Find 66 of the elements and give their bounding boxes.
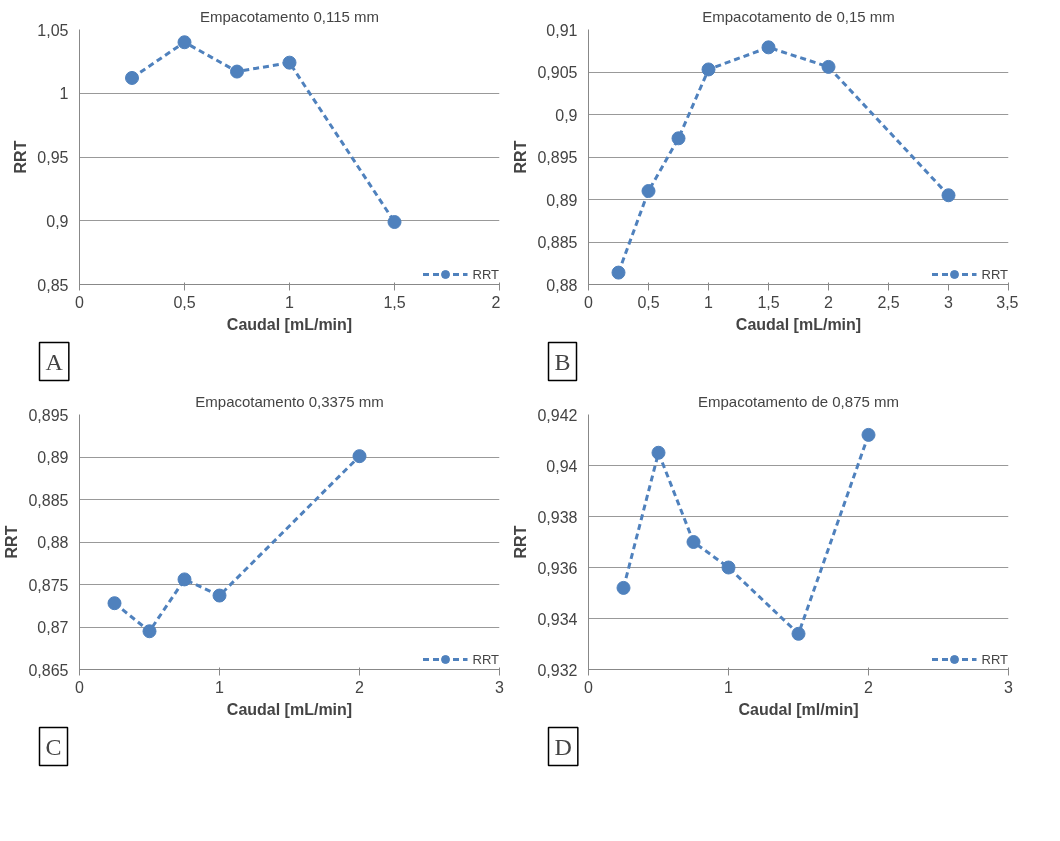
y-tick-label: 0,88 bbox=[546, 276, 578, 294]
y-tick-label: 0,89 bbox=[37, 449, 69, 466]
x-tick-label: 3 bbox=[944, 293, 954, 311]
y-tick-label: 0,865 bbox=[28, 661, 69, 679]
x-tick-label: 0 bbox=[584, 293, 594, 311]
x-tick-label: 1,5 bbox=[757, 293, 780, 311]
y-tick-label: 0,95 bbox=[37, 149, 69, 166]
x-tick-label: 0 bbox=[584, 678, 594, 696]
x-tick-label: 2 bbox=[491, 293, 501, 311]
x-axis-title: Caudal [mL/min] bbox=[226, 315, 353, 333]
chart-title: Empacotamento de 0,15 mm bbox=[702, 7, 895, 25]
legend-label: RRT bbox=[981, 266, 1008, 282]
text: B bbox=[554, 348, 571, 375]
x-tick-label: 1 bbox=[215, 678, 225, 696]
chart-title: Empacotamento 0,115 mm bbox=[200, 7, 379, 25]
chart-title: Empacotamento de 0,875 mm bbox=[698, 392, 899, 410]
chart-title: Empacotamento 0,3375 mm bbox=[195, 392, 384, 410]
y-tick-label: 0,85 bbox=[37, 276, 69, 294]
y-tick-label: 0,905 bbox=[537, 64, 578, 81]
x-tick-label: 0,5 bbox=[637, 293, 660, 311]
y-tick-label: 1,05 bbox=[37, 21, 69, 39]
y-tick-label: 0,895 bbox=[28, 406, 69, 424]
y-tick-label: 0,9 bbox=[555, 106, 578, 124]
x-axis-title: Caudal [mL/min] bbox=[735, 315, 862, 333]
x-axis-title: Caudal [ml/min] bbox=[738, 700, 859, 718]
text: C bbox=[45, 733, 62, 760]
y-tick-label: 0,934 bbox=[537, 610, 578, 628]
x-tick-label: 3 bbox=[1004, 678, 1014, 696]
x-tick-label: 3,5 bbox=[996, 293, 1019, 311]
x-tick-label: 1 bbox=[285, 293, 295, 311]
y-tick-label: 0,895 bbox=[537, 149, 578, 166]
x-tick-label: 3 bbox=[495, 678, 505, 696]
x-tick-label: 2,5 bbox=[877, 293, 900, 311]
x-tick-label: 1,5 bbox=[383, 293, 406, 311]
y-tick-label: 0,91 bbox=[546, 21, 578, 39]
x-tick-label: 0 bbox=[75, 293, 85, 311]
legend-label: RRT bbox=[472, 266, 499, 282]
y-axis-title: RRT bbox=[512, 525, 530, 559]
y-tick-label: 0,87 bbox=[37, 619, 69, 636]
y-tick-label: 0,885 bbox=[28, 491, 69, 509]
y-tick-label: 0,88 bbox=[37, 534, 69, 551]
y-axis-title: RRT bbox=[3, 525, 21, 559]
y-tick-label: 0,942 bbox=[537, 406, 578, 424]
x-tick-label: 1 bbox=[724, 678, 734, 696]
y-tick-label: 0,875 bbox=[28, 576, 69, 594]
y-tick-label: 1 bbox=[59, 85, 69, 103]
y-tick-label: 0,938 bbox=[537, 508, 578, 526]
x-tick-label: 2 bbox=[864, 678, 874, 696]
y-tick-label: 0,936 bbox=[537, 559, 578, 577]
y-tick-label: 0,9 bbox=[46, 212, 69, 230]
x-tick-label: 0 bbox=[75, 678, 85, 696]
x-tick-label: 2 bbox=[355, 678, 365, 696]
y-tick-label: 0,932 bbox=[537, 661, 578, 679]
text: A bbox=[45, 348, 64, 375]
y-axis-title: RRT bbox=[512, 140, 530, 174]
y-tick-label: 0,89 bbox=[546, 191, 578, 209]
x-tick-label: 1 bbox=[704, 293, 714, 311]
y-tick-label: 0,885 bbox=[537, 234, 578, 251]
x-axis-title: Caudal [mL/min] bbox=[226, 700, 353, 718]
x-tick-label: 0,5 bbox=[173, 293, 196, 311]
y-axis-title: RRT bbox=[12, 140, 30, 174]
x-tick-label: 2 bbox=[824, 293, 834, 311]
legend-label: RRT bbox=[981, 651, 1008, 667]
legend-label: RRT bbox=[472, 651, 499, 667]
text: D bbox=[554, 733, 572, 760]
y-tick-label: 0,94 bbox=[546, 457, 578, 475]
